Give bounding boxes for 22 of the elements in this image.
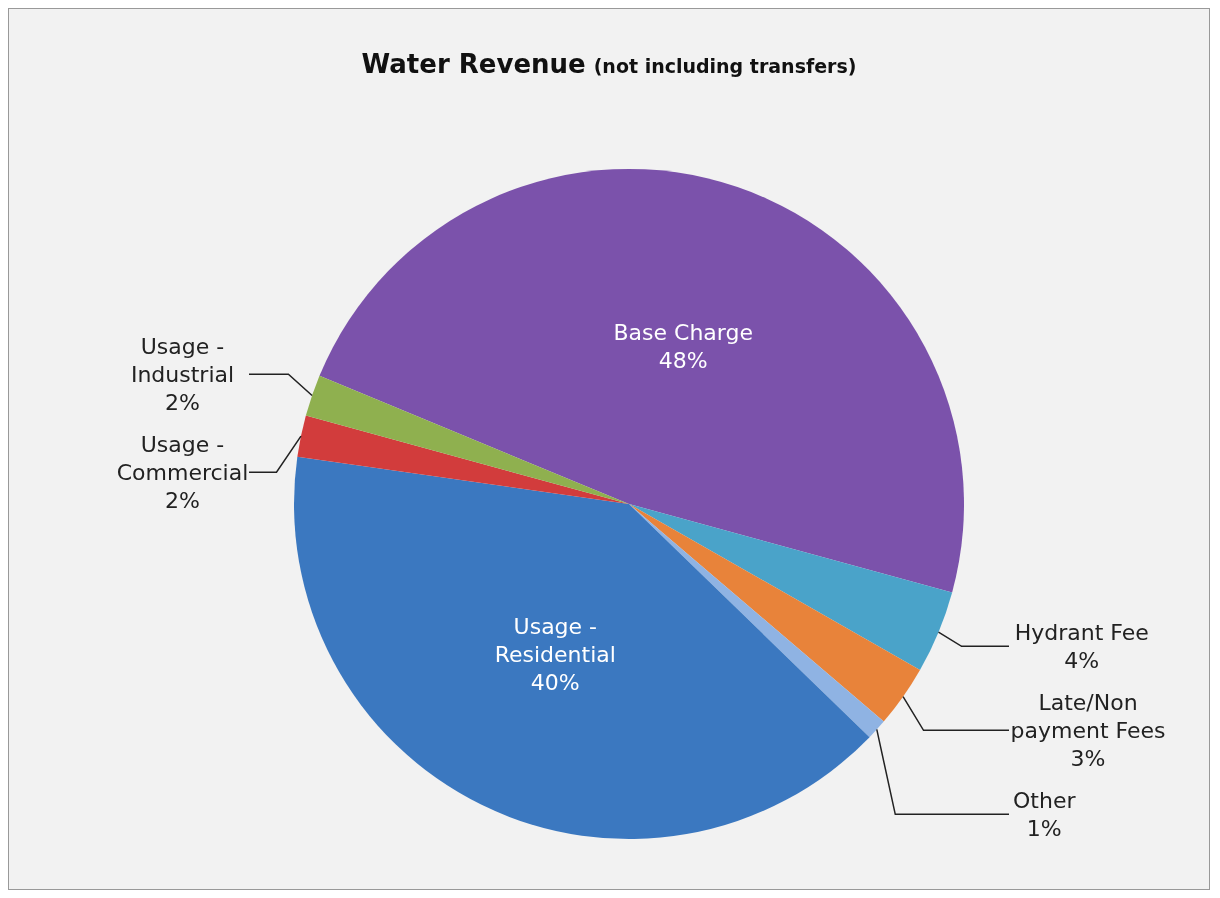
chart-title: Water Revenue xyxy=(361,49,586,79)
slice-label: Hydrant Fee xyxy=(1014,619,1149,645)
data-label: 3% xyxy=(1070,745,1106,771)
slice-label: Base Charge xyxy=(613,319,754,345)
data-label: 4% xyxy=(1064,647,1100,673)
slice-label: Usage - Commercial xyxy=(116,431,249,485)
data-label: 2% xyxy=(165,389,200,415)
data-label: 48% xyxy=(658,347,708,373)
pie-slice xyxy=(305,375,629,504)
data-label: 1% xyxy=(1026,815,1062,841)
pie-slice xyxy=(629,504,953,670)
pie-slice xyxy=(294,456,870,839)
slice-label: Usage - Residential xyxy=(494,613,616,667)
chart-subtitle: (not including transfers) xyxy=(593,55,857,77)
pie-slice xyxy=(319,169,964,593)
pie-slice xyxy=(297,415,629,504)
slice-label: Other xyxy=(1013,787,1077,813)
data-label: 40% xyxy=(530,669,580,695)
slice-label: Late/Non payment Fees xyxy=(1010,689,1166,743)
data-label: 2% xyxy=(165,487,200,513)
pie-slice xyxy=(629,504,920,722)
slice-label: Usage - Industrial xyxy=(130,333,235,387)
